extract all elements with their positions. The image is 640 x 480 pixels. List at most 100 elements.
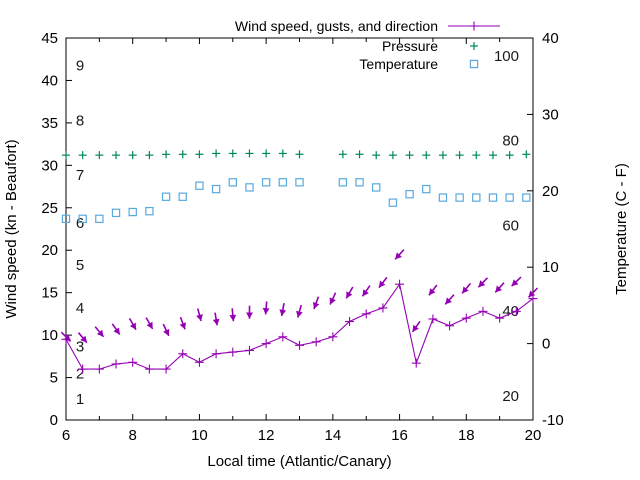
series-gust-arrows	[60, 249, 539, 344]
beaufort-scale-labels: 1 2 3 4 5 6 7 8 9	[76, 57, 84, 408]
y-tick-label: 30	[41, 157, 58, 174]
y2-tick-label: 20	[542, 183, 559, 200]
gust-arrow	[212, 312, 220, 326]
temperature-marker	[372, 183, 381, 192]
gust-arrow	[444, 294, 455, 305]
gust-arrow	[60, 331, 72, 342]
gust-arrow-head	[63, 334, 71, 342]
gust-arrow	[162, 323, 170, 337]
temperature-marker	[261, 178, 271, 187]
gust-arrow	[361, 285, 371, 297]
gust-arrow-head	[528, 290, 536, 298]
gust-arrow-head	[179, 322, 186, 330]
temperature-marker	[195, 181, 204, 190]
gust-arrow	[511, 276, 522, 287]
x-tick-label: 8	[129, 427, 137, 444]
gust-arrow	[279, 303, 287, 317]
y-tick-label: 0	[50, 412, 58, 429]
gust-arrow	[145, 317, 154, 330]
temperature-marker	[388, 198, 398, 207]
gust-arrow	[394, 249, 405, 260]
gust-arrow	[329, 292, 337, 305]
y-tick-label: 45	[41, 30, 58, 47]
gust-arrow-head	[113, 327, 120, 335]
gust-arrow-head	[279, 309, 287, 316]
legend-label-temperature: Temperature	[359, 56, 438, 72]
temperature-marker	[472, 193, 481, 202]
beaufort-label: 9	[76, 57, 84, 74]
gust-arrow-head	[412, 324, 419, 332]
y-right-axis: -10 0 10 20 30 40 Temperature (C - F)	[527, 30, 630, 429]
y2-tick-label: 30	[542, 106, 559, 123]
temperature-marker	[488, 193, 498, 202]
temperature-marker	[505, 193, 514, 202]
y-left-axis-title: Wind speed (kn - Beaufort)	[3, 139, 20, 318]
gust-arrow-head	[511, 279, 519, 287]
y-tick-label: 20	[41, 242, 58, 259]
gust-arrow	[77, 332, 88, 344]
gust-arrow	[312, 296, 320, 310]
temperature-marker	[295, 178, 304, 187]
gust-arrow	[494, 282, 505, 293]
gust-arrow-head	[378, 280, 386, 288]
gust-arrow	[111, 323, 121, 335]
temperature-marker	[522, 193, 531, 202]
gust-arrow	[262, 301, 270, 315]
x-tick-label: 10	[191, 427, 208, 444]
x-tick-label: 12	[258, 427, 275, 444]
temperature-marker	[245, 183, 254, 192]
beaufort-label: 8	[76, 112, 84, 129]
temperature-marker	[111, 208, 121, 218]
beaufort-label: 3	[76, 338, 84, 355]
y-tick-label: 10	[41, 327, 58, 344]
legend-marker-temperature	[469, 59, 479, 69]
beaufort-label: 6	[76, 215, 84, 232]
gust-arrow	[345, 286, 354, 299]
temperature-marker	[128, 207, 137, 217]
temperature-marker	[61, 214, 71, 224]
beaufort-label: 1	[76, 391, 84, 408]
temperature-marker	[78, 214, 87, 224]
temperature-marker	[95, 214, 104, 224]
gust-arrow-head	[246, 312, 253, 319]
gust-arrow	[378, 276, 388, 289]
x-tick-label: 6	[62, 427, 70, 444]
temperature-marker	[178, 192, 187, 201]
gust-arrow-head	[346, 291, 353, 299]
gust-arrow-head	[395, 252, 402, 260]
gust-arrow-head	[428, 288, 436, 296]
temperature-marker	[211, 184, 221, 194]
gust-arrow-head	[312, 302, 320, 309]
gust-arrow	[527, 287, 539, 298]
fahrenheit-label: 60	[502, 217, 519, 234]
temperature-marker	[438, 193, 448, 202]
gust-arrow	[461, 282, 472, 294]
gust-arrow-head	[495, 285, 502, 293]
gust-arrow	[196, 308, 203, 322]
y2-tick-label: 0	[542, 336, 550, 353]
gust-arrow-head	[462, 286, 469, 294]
gust-arrow-head	[478, 280, 486, 288]
gust-arrow-head	[229, 314, 237, 322]
gust-arrow	[428, 284, 438, 296]
gust-arrow	[296, 304, 303, 318]
temperature-marker	[405, 189, 414, 199]
gust-arrow	[229, 308, 237, 322]
gust-arrow-head	[196, 314, 203, 321]
gust-arrow	[94, 326, 105, 338]
x-tick-label: 18	[458, 427, 475, 444]
temperature-marker	[455, 193, 464, 202]
beaufort-label: 4	[76, 300, 84, 317]
gust-arrow-head	[146, 321, 153, 329]
y-tick-label: 35	[41, 115, 58, 132]
series-pressure	[62, 149, 531, 160]
gust-arrow-head	[163, 328, 170, 336]
y-left-axis: 0 5 10 15 20 25 30 35 40 45 Wind speed (kn - Beauf…	[3, 30, 72, 429]
temperature-marker	[278, 178, 288, 187]
temperature-marker	[338, 178, 348, 187]
x-tick-label: 14	[325, 427, 342, 444]
gust-arrow-head	[96, 329, 104, 337]
